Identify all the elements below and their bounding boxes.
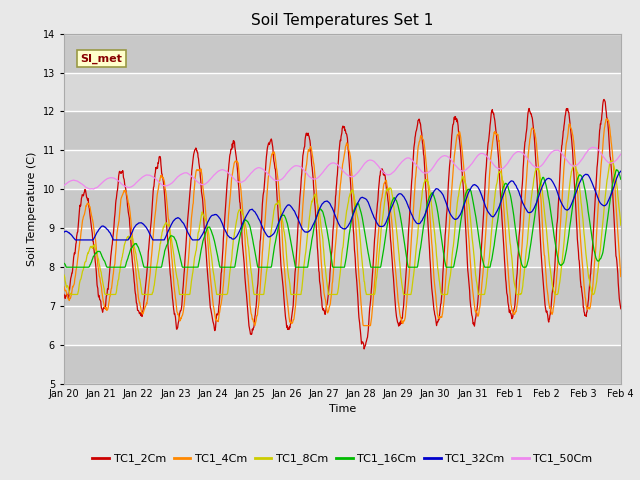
Bar	[64, 228, 621, 267]
X-axis label: Time: Time	[329, 405, 356, 414]
Bar	[64, 306, 621, 345]
Bar	[64, 189, 621, 228]
Bar	[64, 34, 621, 72]
Bar	[64, 267, 621, 306]
Title: Soil Temperatures Set 1: Soil Temperatures Set 1	[252, 13, 433, 28]
Text: SI_met: SI_met	[81, 54, 123, 64]
Bar	[64, 72, 621, 111]
Y-axis label: Soil Temperature (C): Soil Temperature (C)	[27, 152, 37, 266]
Bar	[64, 150, 621, 189]
Legend: TC1_2Cm, TC1_4Cm, TC1_8Cm, TC1_16Cm, TC1_32Cm, TC1_50Cm: TC1_2Cm, TC1_4Cm, TC1_8Cm, TC1_16Cm, TC1…	[88, 449, 596, 469]
Bar	[64, 345, 621, 384]
Bar	[64, 111, 621, 150]
